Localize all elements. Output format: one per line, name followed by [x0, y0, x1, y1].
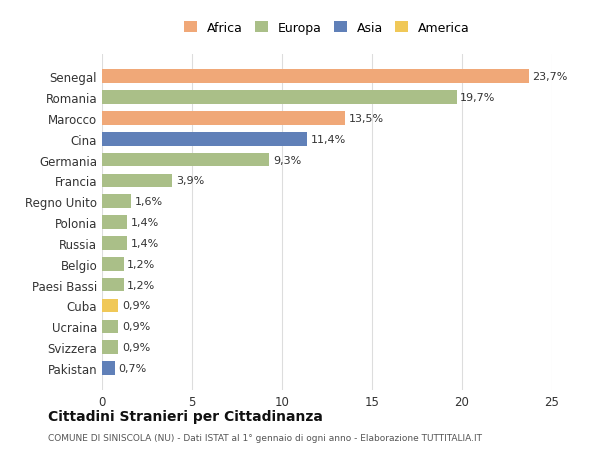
Bar	[102, 133, 307, 146]
Legend: Africa, Europa, Asia, America: Africa, Europa, Asia, America	[181, 18, 473, 38]
Bar	[102, 91, 457, 105]
Text: 0,9%: 0,9%	[122, 342, 150, 353]
Text: 1,2%: 1,2%	[127, 280, 155, 290]
Text: 0,9%: 0,9%	[122, 301, 150, 311]
Text: 3,9%: 3,9%	[176, 176, 204, 186]
Bar	[102, 112, 345, 125]
Text: 23,7%: 23,7%	[532, 72, 568, 82]
Text: 13,5%: 13,5%	[349, 114, 384, 123]
Bar	[102, 320, 118, 333]
Bar	[102, 278, 124, 292]
Bar	[102, 174, 172, 188]
Text: 0,9%: 0,9%	[122, 322, 150, 331]
Bar	[102, 361, 115, 375]
Bar	[102, 216, 127, 230]
Text: 1,4%: 1,4%	[131, 218, 159, 228]
Text: Cittadini Stranieri per Cittadinanza: Cittadini Stranieri per Cittadinanza	[48, 409, 323, 423]
Text: 19,7%: 19,7%	[460, 93, 496, 103]
Text: 9,3%: 9,3%	[273, 155, 301, 165]
Bar	[102, 257, 124, 271]
Text: 0,7%: 0,7%	[118, 363, 146, 373]
Text: 1,4%: 1,4%	[131, 238, 159, 248]
Text: 1,2%: 1,2%	[127, 259, 155, 269]
Text: 1,6%: 1,6%	[134, 197, 163, 207]
Text: COMUNE DI SINISCOLA (NU) - Dati ISTAT al 1° gennaio di ogni anno - Elaborazione : COMUNE DI SINISCOLA (NU) - Dati ISTAT al…	[48, 433, 482, 442]
Bar	[102, 70, 529, 84]
Text: 11,4%: 11,4%	[311, 134, 346, 145]
Bar	[102, 153, 269, 167]
Bar	[102, 195, 131, 208]
Bar	[102, 299, 118, 313]
Bar	[102, 341, 118, 354]
Bar	[102, 237, 127, 250]
